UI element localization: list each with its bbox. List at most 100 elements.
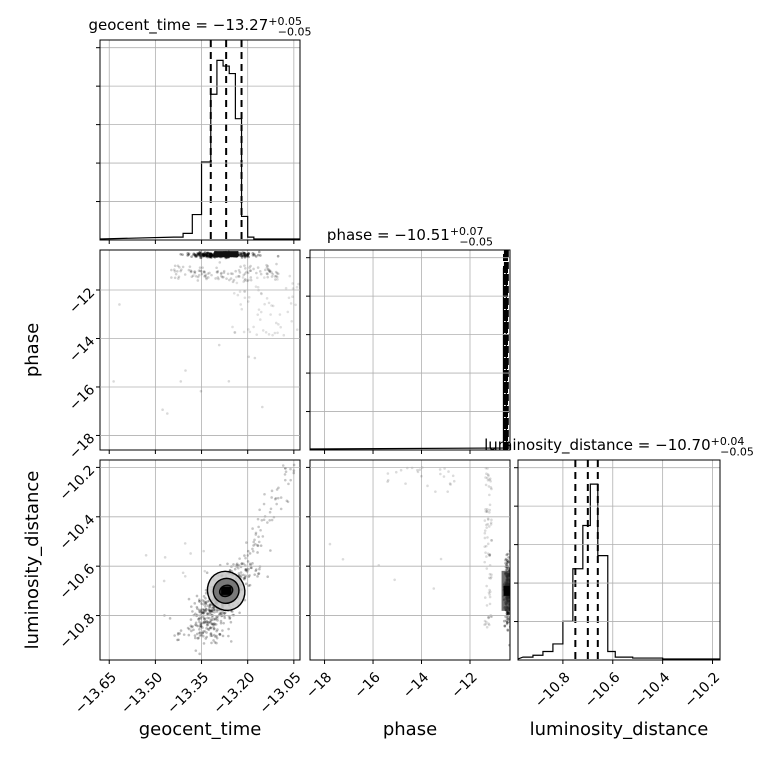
- sample-point: [248, 552, 252, 555]
- sample-point: [485, 510, 489, 514]
- x-tick-label: −16: [352, 669, 384, 701]
- sample-point: [206, 255, 209, 259]
- sample-point: [434, 490, 437, 493]
- sample-point: [243, 256, 247, 259]
- sample-point: [489, 479, 492, 483]
- sample-point: [201, 253, 205, 256]
- sample-point: [223, 612, 226, 615]
- sample-point: [193, 270, 196, 273]
- sample-point: [211, 609, 214, 612]
- sample-point: [204, 601, 208, 605]
- sample-point: [232, 563, 235, 566]
- sample-point: [426, 484, 429, 488]
- x-tick-label: −14: [400, 669, 432, 701]
- sample-point: [205, 253, 209, 257]
- sample-point: [214, 277, 217, 280]
- sample-point: [248, 266, 251, 269]
- sample-point: [181, 571, 185, 575]
- sample-point: [220, 271, 223, 275]
- sample-point: [238, 611, 241, 615]
- sample-point: [187, 627, 191, 631]
- sample-point: [225, 277, 228, 280]
- sample-point: [284, 286, 288, 290]
- sample-point: [256, 313, 260, 316]
- sample-point: [209, 253, 213, 256]
- sample-point: [259, 310, 263, 314]
- sample-point: [244, 569, 248, 572]
- sample-point: [420, 474, 423, 478]
- sample-point: [259, 291, 263, 295]
- sample-point: [181, 253, 184, 256]
- sample-point: [447, 470, 450, 473]
- sample-point: [210, 253, 213, 256]
- panel-frame: [99, 459, 301, 661]
- sample-point: [289, 302, 293, 305]
- sample-point: [210, 609, 214, 613]
- sample-point: [198, 616, 201, 620]
- sample-point: [486, 542, 490, 546]
- sample-point: [187, 597, 191, 601]
- sample-point: [207, 621, 210, 624]
- sample-point: [210, 641, 213, 645]
- sample-point: [202, 595, 206, 598]
- sample-point: [219, 619, 223, 623]
- sample-point: [486, 552, 490, 555]
- sample-point: [163, 556, 167, 559]
- panel-frame: [309, 249, 511, 451]
- sample-point: [218, 633, 221, 636]
- sample-point: [186, 254, 189, 257]
- sample-point: [235, 281, 239, 285]
- sample-point: [489, 590, 492, 594]
- sample-point: [183, 575, 187, 578]
- sample-point: [506, 621, 509, 624]
- sample-point: [506, 611, 510, 615]
- sample-point: [212, 627, 216, 631]
- sample-point: [166, 412, 169, 415]
- sample-point: [216, 276, 220, 279]
- sample-point: [245, 270, 248, 274]
- sample-point: [210, 606, 214, 610]
- sample-point: [210, 254, 213, 257]
- sample-point: [193, 602, 197, 605]
- sample-point: [223, 616, 227, 620]
- sample-point: [488, 593, 491, 596]
- sample-point: [488, 595, 492, 599]
- sample-point: [448, 482, 452, 485]
- sample-point: [212, 605, 216, 609]
- sample-point: [204, 253, 208, 256]
- sample-point: [226, 562, 229, 566]
- sample-point: [273, 275, 277, 278]
- sample-point: [260, 292, 263, 296]
- sample-point: [258, 567, 261, 571]
- sample-point: [237, 275, 241, 278]
- sample-point: [486, 536, 489, 539]
- sample-point: [247, 300, 250, 303]
- sample-point: [233, 331, 237, 334]
- sample-point: [206, 254, 209, 258]
- sample-point: [243, 279, 246, 282]
- sample-point: [210, 618, 214, 622]
- sample-point: [266, 275, 270, 279]
- sample-point: [176, 633, 180, 636]
- sample-point: [204, 254, 208, 258]
- sample-point: [162, 579, 166, 583]
- sample-point: [244, 253, 248, 257]
- sample-point: [506, 611, 510, 615]
- sample-point: [182, 633, 186, 636]
- sample-point: [257, 572, 261, 575]
- sample-point: [177, 638, 180, 642]
- sample-point: [503, 624, 507, 628]
- x-axis-label-luminosity_distance: luminosity_distance: [530, 719, 709, 740]
- sample-point: [218, 611, 222, 615]
- sample-point: [488, 477, 492, 480]
- sample-point: [244, 254, 248, 257]
- sample-point: [202, 254, 205, 258]
- sample-point: [198, 634, 202, 637]
- sample-point: [240, 256, 244, 259]
- sample-point: [187, 253, 190, 257]
- sample-point: [254, 569, 258, 573]
- sample-point: [189, 552, 192, 555]
- sample-point: [251, 547, 254, 551]
- sample-point: [245, 567, 248, 571]
- sample-point: [219, 621, 223, 625]
